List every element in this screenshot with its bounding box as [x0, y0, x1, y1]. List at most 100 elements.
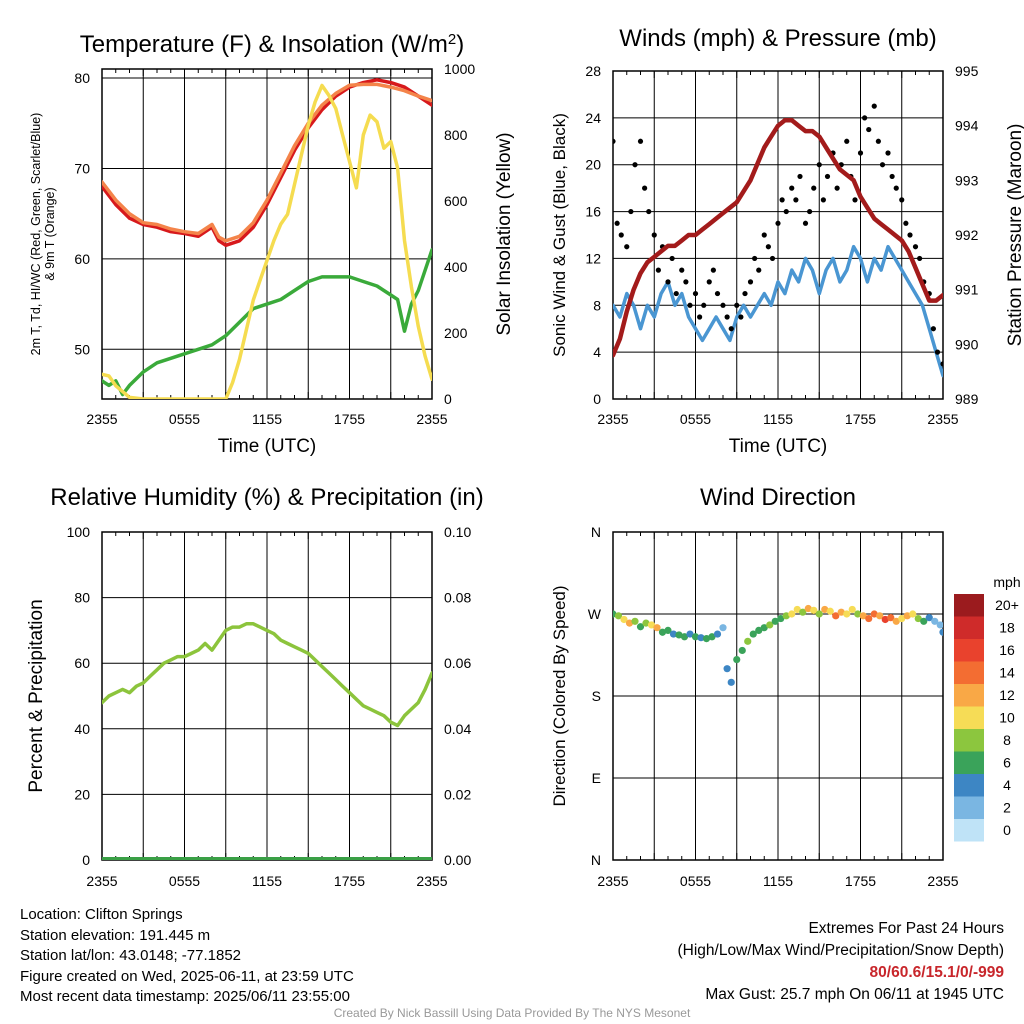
direction-point [870, 610, 878, 618]
y-tick-label: 70 [74, 160, 90, 176]
station-elevation: Station elevation: 191.445 m [20, 926, 211, 944]
y-tick-label: 0 [82, 852, 90, 868]
y-tick-label: S [592, 688, 601, 704]
x-tick-label: 1155 [252, 411, 282, 427]
y2-tick-label: 990 [955, 336, 979, 352]
colorbar-label: 4 [1003, 777, 1011, 793]
series-group [613, 604, 943, 686]
gust-point [893, 185, 899, 191]
y-tick-label: N [591, 524, 601, 540]
y2-axis-label: Solar Insolation (Yellow) [494, 132, 515, 335]
gust-point [820, 197, 826, 203]
y2-tick-label: 0.02 [444, 786, 471, 802]
direction-point [749, 630, 757, 638]
y2-tick-label: 995 [955, 63, 979, 79]
gust-point [637, 138, 644, 144]
y2-tick-label: 994 [955, 118, 979, 134]
gust-point [701, 302, 707, 308]
gust-point [934, 349, 941, 355]
y-tick-label: W [588, 606, 602, 622]
y2-tick-label: 400 [444, 259, 468, 275]
gust-point [917, 255, 923, 262]
x-tick-label: 0555 [169, 873, 200, 889]
direction-point [837, 608, 845, 616]
gust-point [930, 326, 936, 332]
y2-tick-label: 989 [955, 391, 979, 407]
gust-point [687, 302, 693, 308]
gust-point [642, 185, 648, 191]
gust-point [889, 173, 895, 180]
colorbar-label: 0 [1003, 822, 1011, 838]
gust-point [673, 290, 679, 297]
y-tick-label: 100 [67, 524, 91, 540]
extremes-subtitle: (High/Low/Max Wind/Precipitation/Snow De… [677, 942, 1005, 959]
gust-point [834, 185, 840, 191]
gust-point [628, 208, 634, 215]
colorbar-swatch [954, 729, 984, 752]
chart-title: Winds (mph) & Pressure (mb) [619, 25, 936, 52]
x-tick-label: 0555 [680, 873, 711, 889]
gust-point [618, 232, 624, 238]
series-line-3 [102, 83, 432, 399]
gust-point [646, 208, 652, 215]
y-tick-label: 8 [593, 297, 601, 313]
chart-panel-2: Winds (mph) & Pressure (mb) 2355 0555 1155 1… [550, 25, 1024, 457]
direction-point [843, 610, 851, 618]
gust-point [862, 115, 868, 121]
y2-tick-label: 0.06 [444, 655, 471, 671]
x-tick-label: 2355 [416, 873, 447, 889]
colorbar-swatch [954, 616, 984, 639]
direction-point [892, 617, 900, 625]
colorbar-label: 6 [1003, 755, 1011, 771]
colorbar-swatch [954, 706, 984, 729]
chart-panel-1: Temperature (F) & Insolation (W/m2) 2355 0… [29, 31, 515, 458]
direction-point [653, 624, 661, 632]
series-group [102, 622, 432, 860]
gust-point [907, 232, 913, 238]
direction-point [614, 612, 623, 620]
direction-point [777, 614, 785, 623]
gust-point [756, 267, 762, 273]
y-tick-label: 50 [74, 341, 90, 357]
x-tick-label: 2355 [927, 411, 958, 427]
chart-panel-4: Wind Direction 2355 0555 1155 1755 2355 N E S W N D… [550, 484, 1021, 889]
y-tick-label: 80 [74, 590, 90, 606]
y-tick-label: 16 [585, 204, 601, 220]
direction-point [738, 646, 746, 655]
direction-point [691, 633, 700, 641]
y-axis-label: Sonic Wind & Gust (Blue, Black) [550, 113, 569, 357]
direction-point [719, 624, 727, 632]
direction-point [881, 615, 889, 624]
direction-point [664, 626, 672, 635]
direction-point [804, 604, 812, 613]
series-line-0 [102, 622, 432, 728]
gust-point [665, 279, 671, 285]
gust-point [692, 290, 699, 297]
direction-point [755, 626, 763, 635]
extremes-panel: Extremes For Past 24 Hours (High/Low/Max… [678, 918, 1005, 1006]
series-line-1 [102, 82, 432, 243]
y2-tick-label: 0.00 [444, 852, 471, 868]
direction-point [815, 610, 823, 618]
direction-point [680, 633, 689, 641]
x-tick-label: 1755 [845, 411, 876, 427]
colorbar-label: 18 [999, 620, 1015, 636]
direction-point [782, 612, 790, 620]
y2-tick-label: 600 [444, 193, 468, 209]
gust-point [871, 103, 877, 109]
gust-point [769, 255, 776, 262]
x-tick-label: 1755 [334, 411, 365, 427]
station-latlon: Station lat/lon: 43.0148; -77.1852 [20, 947, 242, 964]
direction-point [810, 606, 818, 614]
gust-point [632, 162, 638, 168]
gust-point [940, 361, 943, 367]
direction-point [821, 605, 829, 614]
direction-point [697, 634, 705, 642]
direction-point [832, 612, 840, 620]
colorbar-title: mph [993, 574, 1020, 590]
series-line-0 [102, 78, 432, 248]
gust-point [824, 173, 831, 180]
direction-point [909, 610, 917, 618]
y2-tick-label: 0.04 [444, 721, 471, 737]
